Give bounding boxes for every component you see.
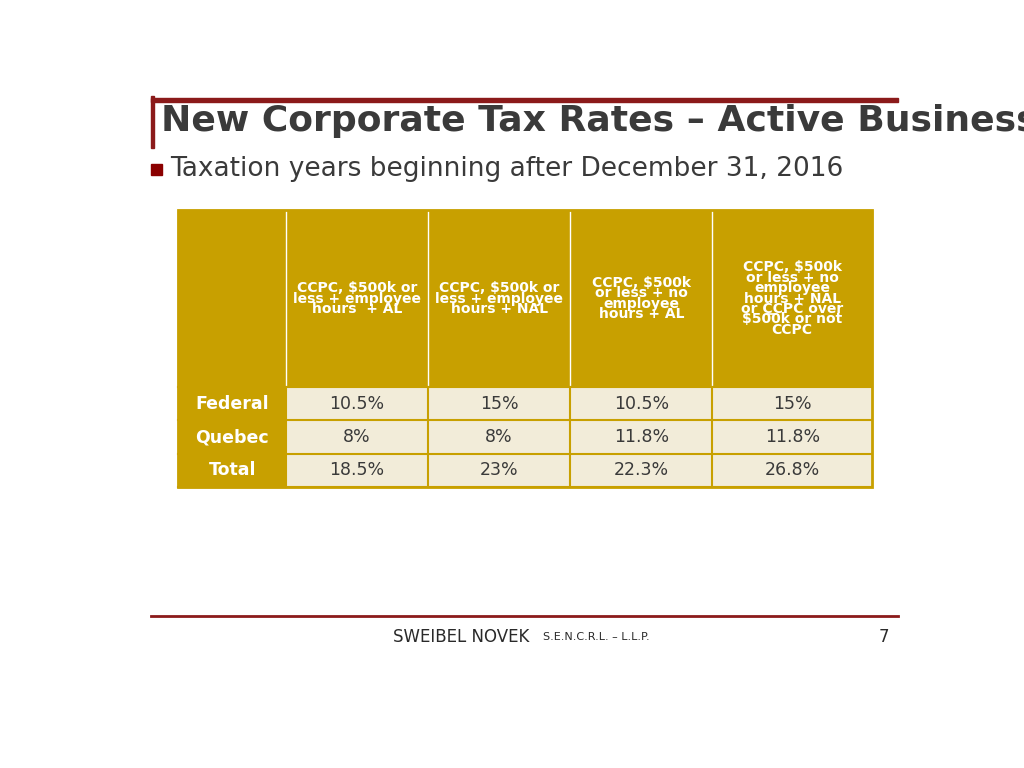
Bar — [570, 420, 713, 454]
Text: hours  + AL: hours + AL — [311, 302, 402, 316]
Text: 11.8%: 11.8% — [765, 428, 820, 446]
Text: hours + NAL: hours + NAL — [743, 292, 841, 306]
Bar — [152, 98, 898, 102]
Text: 8%: 8% — [485, 428, 513, 446]
Text: less + employee: less + employee — [293, 292, 421, 306]
Text: 15%: 15% — [480, 395, 518, 412]
Bar — [713, 454, 872, 487]
Text: 22.3%: 22.3% — [613, 462, 669, 479]
Bar — [570, 454, 713, 487]
Text: SWEIBEL NOVEK: SWEIBEL NOVEK — [393, 628, 529, 647]
Text: CCPC, $500k or: CCPC, $500k or — [439, 281, 559, 295]
Text: 10.5%: 10.5% — [613, 395, 669, 412]
Text: 10.5%: 10.5% — [330, 395, 385, 412]
Bar — [152, 96, 155, 148]
Bar — [286, 454, 428, 487]
Bar — [713, 420, 872, 454]
Text: hours + AL: hours + AL — [599, 307, 684, 321]
Text: $500k or not: $500k or not — [742, 313, 843, 326]
Text: 8%: 8% — [343, 428, 371, 446]
Bar — [570, 210, 713, 387]
Bar — [570, 387, 713, 420]
Bar — [428, 454, 570, 487]
Text: New Corporate Tax Rates – Active Business: New Corporate Tax Rates – Active Busines… — [161, 104, 1024, 138]
Text: CCPC: CCPC — [772, 323, 813, 336]
Text: 11.8%: 11.8% — [613, 428, 669, 446]
Text: CCPC, $500k or: CCPC, $500k or — [297, 281, 417, 295]
Text: 23%: 23% — [480, 462, 518, 479]
Text: Total: Total — [208, 462, 256, 479]
Text: 7: 7 — [879, 628, 889, 647]
Bar — [152, 164, 162, 174]
Text: CCPC, $500k: CCPC, $500k — [592, 276, 691, 290]
Bar — [286, 387, 428, 420]
Text: hours + NAL: hours + NAL — [451, 302, 548, 316]
Bar — [428, 420, 570, 454]
Text: 26.8%: 26.8% — [765, 462, 820, 479]
Text: 18.5%: 18.5% — [330, 462, 385, 479]
Text: Federal: Federal — [196, 395, 269, 412]
Text: 15%: 15% — [773, 395, 812, 412]
Text: employee: employee — [755, 281, 830, 295]
Text: or less + no: or less + no — [595, 286, 688, 300]
Text: or CCPC over: or CCPC over — [741, 302, 844, 316]
Bar — [178, 210, 872, 487]
Bar — [713, 387, 872, 420]
Bar — [286, 420, 428, 454]
Bar — [286, 210, 428, 387]
Bar — [178, 420, 286, 454]
Text: CCPC, $500k: CCPC, $500k — [742, 260, 842, 274]
Text: Quebec: Quebec — [196, 428, 269, 446]
Bar — [713, 210, 872, 387]
Bar — [178, 387, 286, 420]
Text: less + employee: less + employee — [435, 292, 563, 306]
Bar — [178, 454, 286, 487]
Bar — [178, 210, 286, 387]
Text: S.E.N.C.R.L. – L.L.P.: S.E.N.C.R.L. – L.L.P. — [544, 632, 650, 642]
Text: Taxation years beginning after December 31, 2016: Taxation years beginning after December … — [170, 156, 843, 182]
Bar — [428, 387, 570, 420]
Text: or less + no: or less + no — [745, 271, 839, 285]
Bar — [428, 210, 570, 387]
Text: employee: employee — [603, 296, 679, 311]
